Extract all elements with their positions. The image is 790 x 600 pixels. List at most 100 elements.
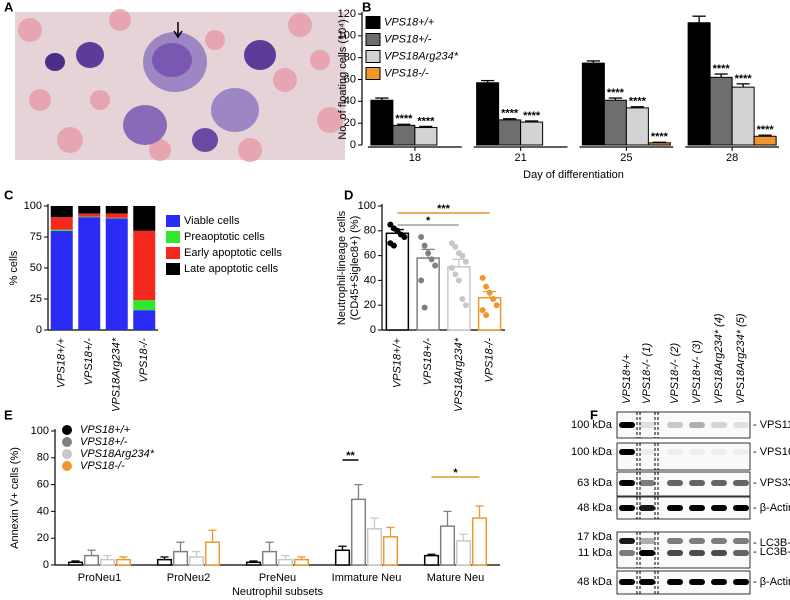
legend-label: VPS18-/- [384,67,429,79]
blot-band [689,538,705,544]
data-point [418,234,425,240]
bar [731,86,755,146]
blot-band [667,538,683,544]
molecular-weight: 11 kDa [578,547,613,559]
y-tick-label: 100 [31,425,49,437]
blot-band [667,550,683,556]
arrow [173,22,183,39]
bar [83,554,100,566]
x-tick-label: ProNeu1 [78,572,121,584]
bar [471,517,488,566]
legend-label: Viable cells [184,215,240,227]
bar [366,528,383,566]
y-tick-label: 80 [364,225,376,237]
x-tick-label: 25 [620,152,632,164]
lane-label: VPS18+/- (3) [691,340,703,404]
blot-band [639,480,655,486]
chart-c: C 0 25 50 75 100 % cells VPS18+/+ VPS18+/- VPS18A… [4,187,282,412]
significance: * [426,215,431,227]
x-tick-label: VPS18+/+ [56,337,68,388]
y-tick-label: 20 [364,299,376,311]
significance: **** [629,96,647,108]
y-tick-label: 60 [364,250,376,262]
bar [382,536,399,566]
data-point [418,277,425,284]
data-point [459,252,466,259]
data-point [390,242,397,249]
y-tick-label: 20 [344,117,356,129]
y-tick-label: 40 [37,505,49,517]
blot-band [639,449,655,455]
bar [753,135,777,146]
blot-band [711,505,727,511]
bar [50,230,73,330]
panel-letter: D [344,187,353,202]
blot-band [667,579,683,585]
y-axis-label: Annexin V+ cells (%) [9,447,21,549]
x-tick-label: VPS18+/- [83,338,95,386]
bar [78,206,101,214]
blot-band [733,422,749,428]
blot-band [689,480,705,486]
significance: **** [395,113,413,125]
legend-marker [62,425,72,435]
legend-swatch [365,16,381,29]
bar [115,558,132,566]
x-tick-label: Mature Neu [427,572,484,584]
x-tick-label: 21 [515,152,527,164]
blot-band [667,449,683,455]
bar [78,217,101,330]
protein-label: - β-Actin [753,502,790,514]
blot-band [639,579,655,585]
x-tick-label: VPS18Arg234* [111,337,123,412]
blot-band [619,449,635,455]
y-axis-label: (CD45+Siglec8+) (%) [349,216,361,321]
blot-band [711,449,727,455]
legend-swatch [166,247,180,259]
legend-marker [62,437,72,447]
y-tick-label: 100 [24,200,42,212]
legend-label: VPS18+/+ [80,424,131,436]
blot-band [689,505,705,511]
legend-label: VPS18+/- [80,436,128,448]
bar [133,310,156,330]
significance: **** [713,63,731,75]
legend-swatch [166,231,180,243]
blot-band [639,422,655,428]
panel-letter: B [362,0,371,14]
x-tick-label: 18 [409,152,421,164]
legend-label: VPS18-/- [80,460,125,472]
significance: * [453,467,458,479]
chart-e: E 0 20 40 60 80 100 Annexin V+ cells (%) Neutrop… [4,407,500,598]
x-tick-label: 28 [726,152,738,164]
x-tick-label: VPS18+/+ [391,337,403,388]
molecular-weight: 100 kDa [571,446,613,458]
blot-band [733,480,749,486]
bar [350,498,367,566]
data-point [455,277,462,284]
y-tick-label: 0 [43,559,49,571]
legend-swatch [166,215,180,227]
blot-band [689,579,705,585]
bar [476,82,500,146]
x-tick-label: ProNeu2 [167,572,210,584]
data-point [486,289,493,296]
blot-frame [616,531,751,569]
bar [687,22,711,146]
bar [392,124,416,146]
lane-label: VPS18Arg234* (4) [713,313,725,404]
chart-d: D 0 20 40 60 80 100 Neutrophil-lineage cells (CD… [336,187,505,412]
y-tick-label: 0 [350,139,356,151]
y-axis-label: Neutrophil-lineage cells [336,210,348,325]
data-point [452,243,459,250]
bar [455,540,472,566]
panel-letter: C [4,187,14,202]
molecular-weight: 100 kDa [571,419,613,431]
blot-band [711,550,727,556]
bar [414,127,438,146]
data-point [421,242,428,249]
panel-letter: A [4,0,14,14]
data-point [483,283,490,290]
blot-frame [616,411,751,439]
